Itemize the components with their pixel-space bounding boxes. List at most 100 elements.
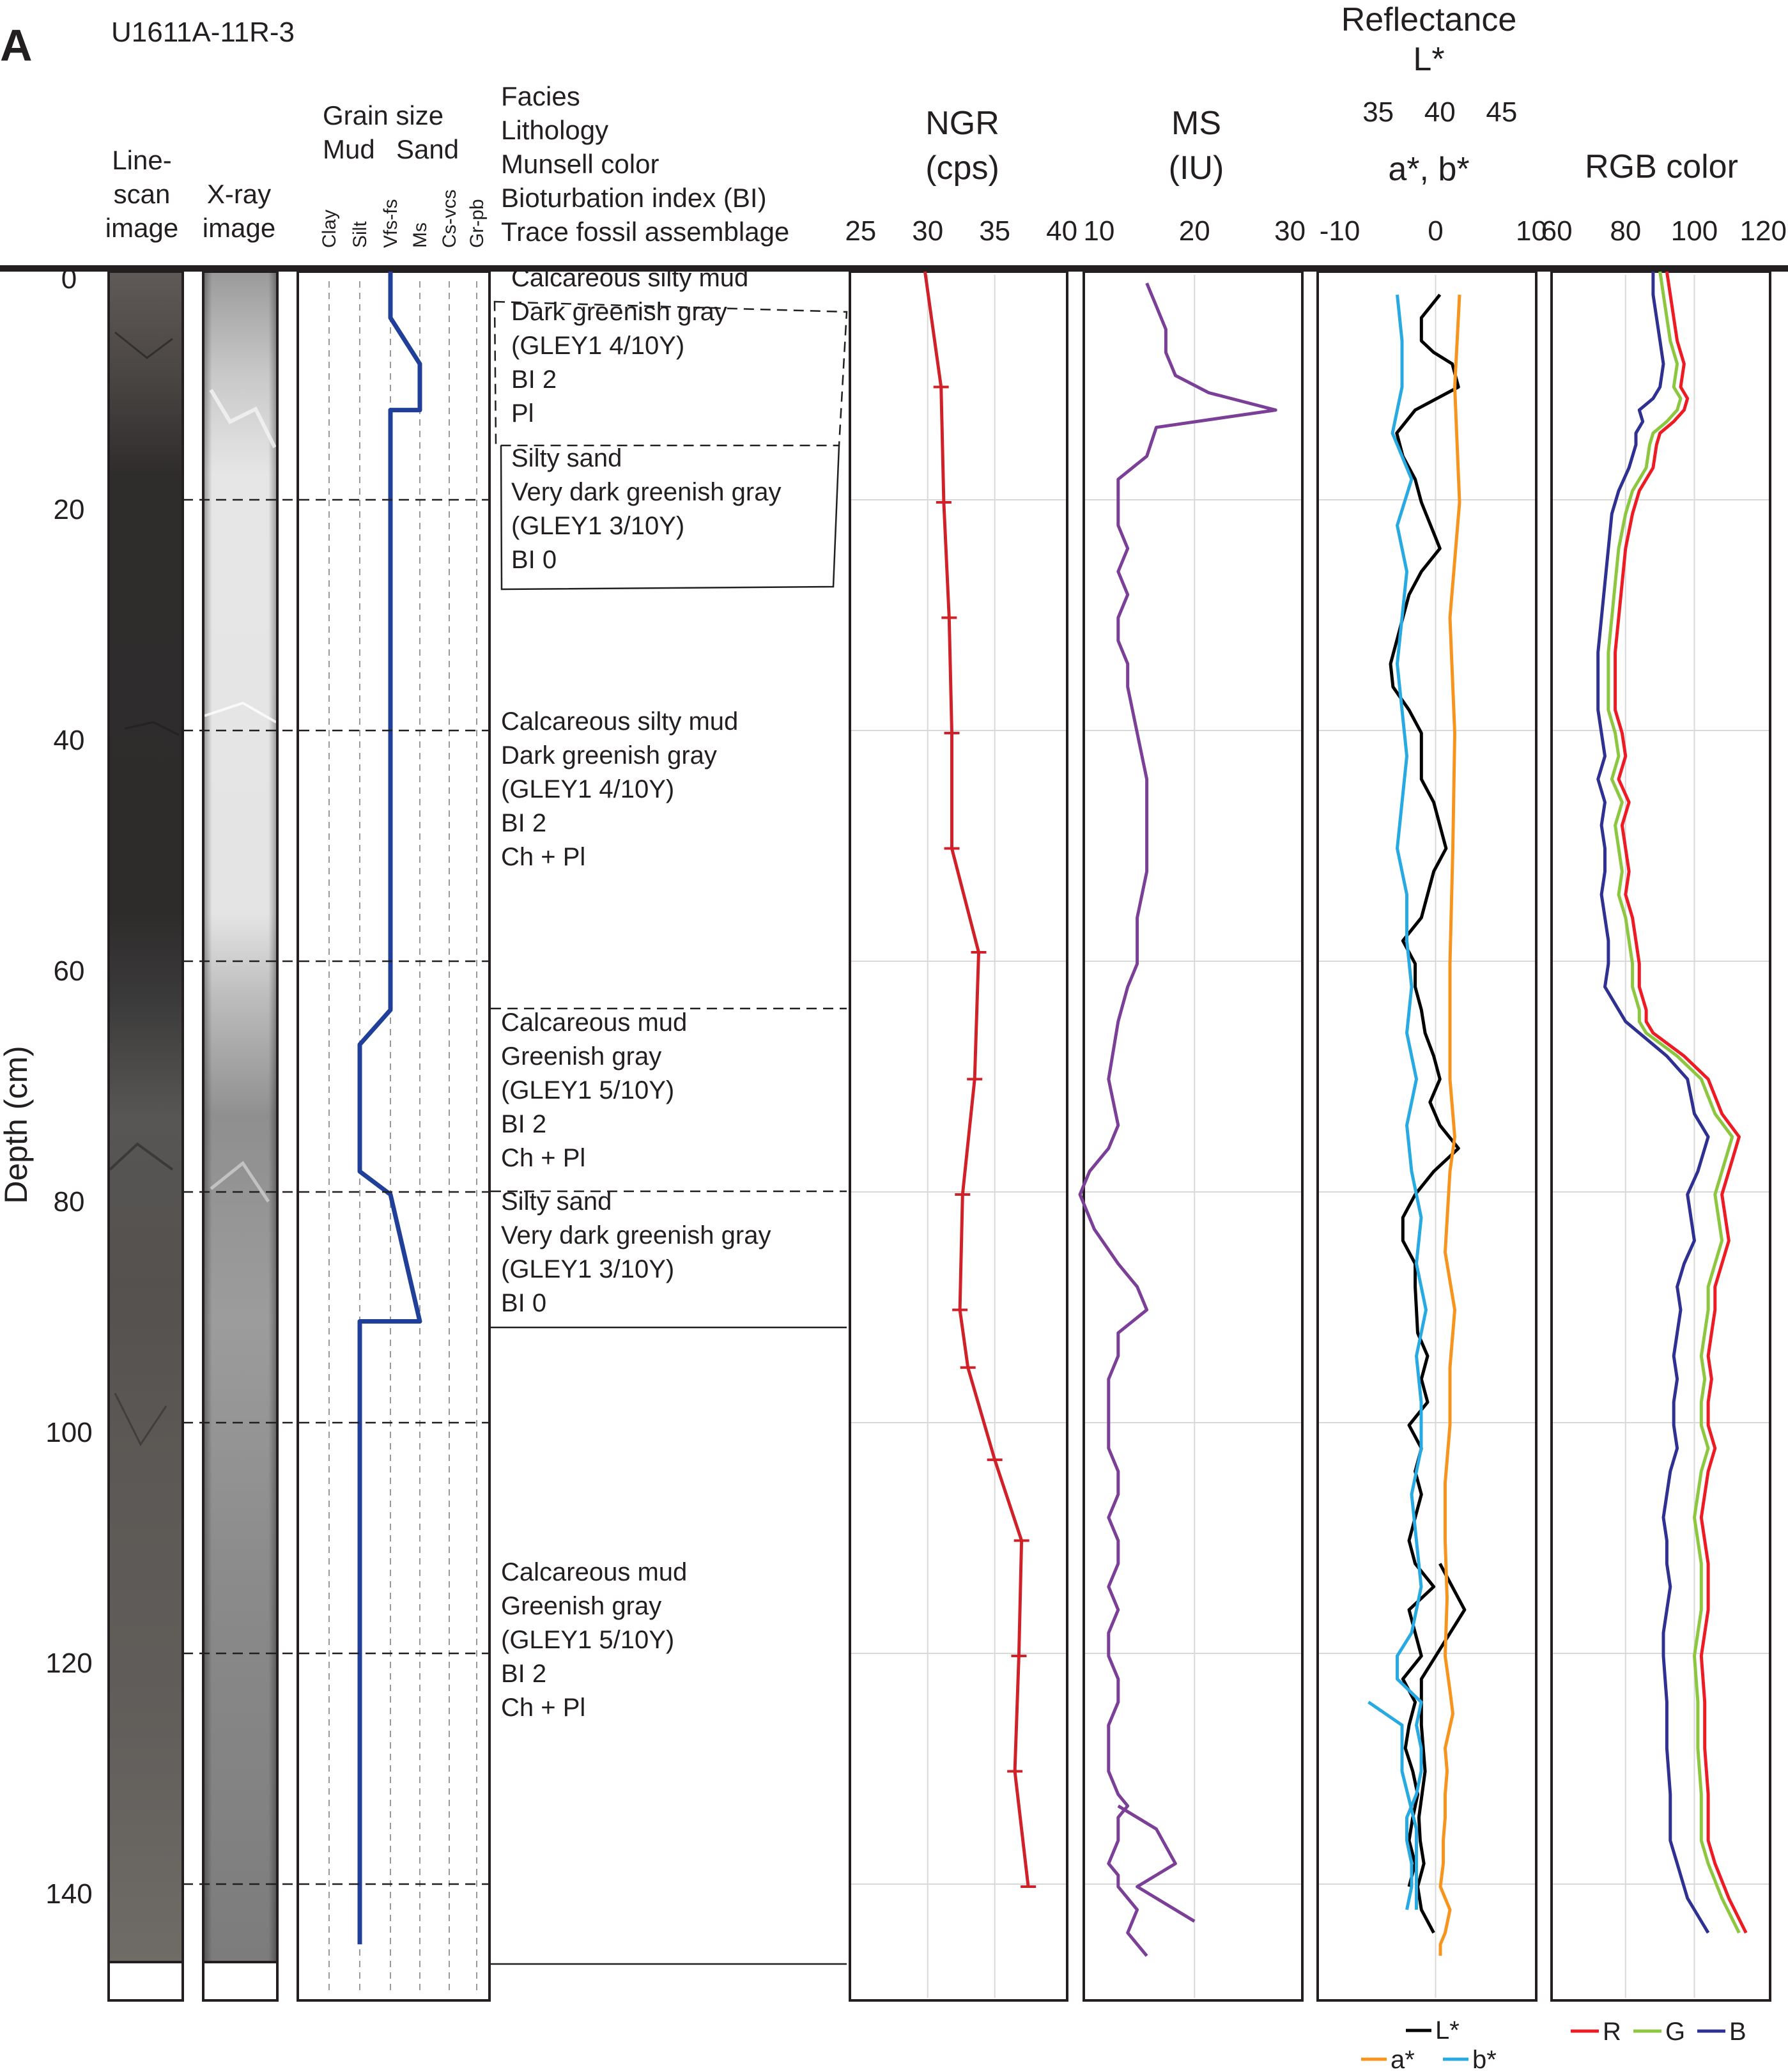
ms-tick-30: 30 <box>1274 215 1306 247</box>
depth-guide-lines <box>183 499 491 1885</box>
rgb-g-line <box>1607 271 1741 1934</box>
facies-unit2-line3: (GLEY1 3/10Y) <box>511 512 684 540</box>
depth-tick-100: 100 <box>45 1417 92 1448</box>
depth-tick-20: 20 <box>54 494 85 525</box>
lstar-tick-40: 40 <box>1424 97 1456 128</box>
rgb-tick-80: 80 <box>1610 215 1641 247</box>
ab-tick--10: -10 <box>1320 215 1360 247</box>
facies-unit1-line5: Pl <box>511 399 534 428</box>
xray-title-line1: X-ray <box>207 179 271 209</box>
linescan-header: Line- scan image <box>105 145 178 243</box>
facies-unit4-line3: (GLEY1 5/10Y) <box>501 1076 674 1104</box>
ab-tick-10: 10 <box>1516 215 1547 247</box>
grain-subtitle-mud: Mud <box>323 134 375 164</box>
facies-unit5-line3: (GLEY1 3/10Y) <box>501 1255 674 1283</box>
grain-class-gr-pb: Gr-pb <box>466 199 488 248</box>
lstar-tick-35: 35 <box>1362 97 1394 128</box>
legend-g-label: G <box>1665 2018 1685 2046</box>
facies-box-unit1 <box>493 300 848 591</box>
ab-title: a*, b* <box>1388 151 1469 188</box>
facies-unit3-line5: Ch + Pl <box>501 843 585 871</box>
facies-unit1-line4: BI 2 <box>511 366 557 394</box>
core-id: U1611A-11R-3 <box>111 17 295 48</box>
rgb-title: RGB color <box>1585 148 1738 185</box>
facies-unit1-line1: Calcareous silty mud <box>511 264 748 292</box>
bstar-line <box>1391 294 1428 1910</box>
ms-tick-20: 20 <box>1179 215 1210 247</box>
ab-tick-0: 0 <box>1428 215 1443 247</box>
facies-unit2-line4: BI 0 <box>511 546 557 574</box>
facies-unit1-line3: (GLEY1 4/10Y) <box>511 332 684 360</box>
lstar-tick-labels: 35 40 45 <box>1362 97 1517 128</box>
grain-class-vfs-fs: Vfs-fs <box>380 199 401 248</box>
rgb-panel <box>1550 270 1771 2002</box>
facies-unit4-line1: Calcareous mud <box>501 1009 687 1037</box>
linescan-image <box>107 270 184 2002</box>
facies-title-line5: Trace fossil assemblage <box>501 217 789 247</box>
ms-tick-10: 10 <box>1083 215 1114 247</box>
ngr-panel <box>849 270 1068 2002</box>
lstar-title: L* <box>1413 41 1444 78</box>
legend-b-label: B <box>1729 2018 1746 2046</box>
reflectance-panel <box>1316 270 1538 2002</box>
rgb-tick-120: 120 <box>1740 215 1787 247</box>
depth-tick-140: 140 <box>45 1878 92 1910</box>
depth-tick-40: 40 <box>54 725 85 756</box>
legend-bstar-label: b* <box>1472 2046 1497 2072</box>
facies-unit5-line4: BI 0 <box>501 1289 546 1317</box>
facies-unit4-line2: Greenish gray <box>501 1042 661 1071</box>
ngr-tick-25: 25 <box>845 215 876 247</box>
grain-class-clay: Clay <box>319 210 340 248</box>
depth-tick-120: 120 <box>45 1648 92 1679</box>
facies-title-line2: Lithology <box>501 115 608 145</box>
facies-unit3-line4: BI 2 <box>501 809 546 837</box>
grain-class-labels: Clay Silt Vfs-fs Ms Cs-vcs Gr-pb <box>319 189 488 248</box>
facies-dividers <box>491 1007 847 1965</box>
facies-unit4-line5: Ch + Pl <box>501 1144 585 1172</box>
linescan-title-line2: scan <box>114 179 171 209</box>
ngr-unit: (cps) <box>925 150 999 187</box>
linescan-title-line1: Line- <box>112 145 171 175</box>
panel-label: A <box>0 20 33 70</box>
facies-unit6-line1: Calcareous mud <box>501 1558 687 1586</box>
bstar-line-tail <box>1368 1701 1418 1910</box>
facies-unit2-line2: Very dark greenish gray <box>511 478 781 506</box>
facies-unit6-line5: Ch + Pl <box>501 1694 585 1722</box>
depth-tick-labels: 0 20 40 60 80 100 120 140 <box>45 263 92 1910</box>
ms-line <box>1078 282 1277 1957</box>
facies-unit6-line3: (GLEY1 5/10Y) <box>501 1626 674 1654</box>
lstar-line-tail <box>1416 1563 1467 1934</box>
ms-title: MS <box>1171 105 1221 142</box>
legend-lstar-label: L* <box>1435 2016 1460 2045</box>
ms-panel <box>1078 270 1304 2002</box>
depth-tick-0: 0 <box>61 263 77 295</box>
rgb-r-line <box>1614 271 1748 1934</box>
rgb-tick-60: 60 <box>1541 215 1573 247</box>
facies-unit3-line1: Calcareous silty mud <box>501 707 738 736</box>
grain-size-panel <box>297 270 491 2002</box>
xray-title-line2: image <box>203 213 275 243</box>
ngr-tick-40: 40 <box>1046 215 1077 247</box>
ms-unit: (IU) <box>1169 150 1224 187</box>
lstar-tick-45: 45 <box>1486 97 1517 128</box>
facies-unit2-line1: Silty sand <box>511 444 622 472</box>
grain-header: Grain size Mud Sand <box>323 100 459 164</box>
facies-unit3-line2: Dark greenish gray <box>501 741 717 769</box>
reflectance-legend: L* a* b* <box>1361 2016 1497 2072</box>
xray-image <box>202 270 279 2002</box>
facies-title-line1: Facies <box>501 81 580 111</box>
facies-column: Calcareous silty mud Dark greenish gray (G… <box>491 264 848 1965</box>
depth-tick-60: 60 <box>54 955 85 987</box>
legend-r-label: R <box>1603 2018 1621 2046</box>
lstar-line <box>1389 293 1460 1887</box>
facies-unit6-line4: BI 2 <box>501 1660 546 1688</box>
reflectance-title: Reflectance <box>1341 1 1517 38</box>
facies-unit5-line2: Very dark greenish gray <box>501 1221 771 1249</box>
facies-title-line3: Munsell color <box>501 149 659 179</box>
rgb-legend: R G B <box>1571 2018 1746 2046</box>
grain-size-line <box>357 272 422 1945</box>
rgb-tick-100: 100 <box>1671 215 1718 247</box>
astar-line <box>1438 294 1461 1956</box>
